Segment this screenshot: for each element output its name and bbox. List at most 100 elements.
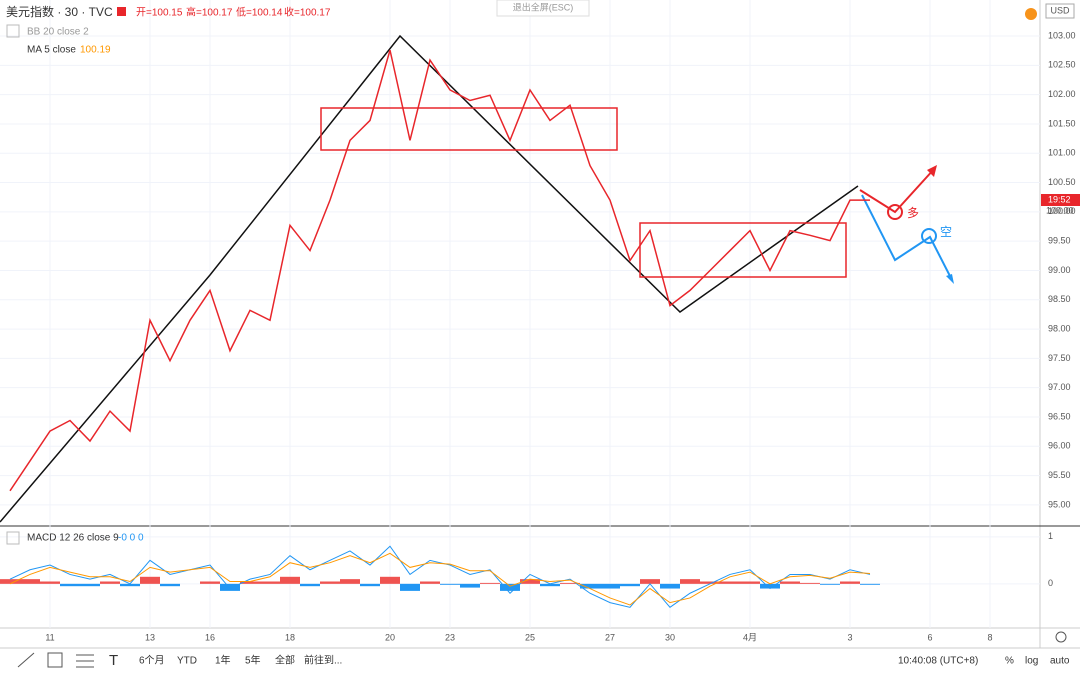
tool[interactable]: T: [109, 652, 118, 669]
log[interactable]: log: [1025, 656, 1038, 667]
symbol: 美元指数 · 30 · TVC: [6, 4, 113, 19]
y-tick-label: 101.00: [1048, 148, 1076, 158]
auto[interactable]: auto: [1050, 656, 1070, 667]
histogram-bar: [360, 583, 380, 587]
macd-title: MACD 12 26 close 9: [27, 533, 119, 544]
histogram-bar: [480, 582, 500, 584]
toggle[interactable]: [6, 531, 20, 545]
currency-box: [1045, 3, 1075, 19]
x-tick-label: 8: [987, 632, 992, 642]
y-tick-label: 98.50: [1048, 294, 1071, 304]
y-tick-label: 95.50: [1048, 470, 1071, 480]
histogram-bar: [580, 583, 600, 589]
indicator: MA 5 close: [27, 45, 76, 56]
macd-values: -0 0 0: [118, 533, 144, 544]
histogram-bar: [0, 579, 20, 584]
y-tick-label: 97.00: [1048, 382, 1071, 392]
currency: USD: [1050, 5, 1070, 15]
histogram-bar: [500, 583, 520, 591]
tool[interactable]: [17, 652, 35, 668]
histogram-bar: [720, 581, 740, 584]
alert-icon: [1025, 8, 1037, 20]
arrow-head: [946, 274, 954, 284]
y-tick-label: 98.00: [1048, 323, 1071, 333]
histogram-bar: [640, 579, 660, 584]
drawings: [0, 34, 954, 523]
x-tick-label: 13: [145, 632, 155, 642]
y-tick-label: 96.00: [1048, 441, 1071, 451]
histogram-bar: [260, 581, 280, 584]
range[interactable]: 1年: [215, 654, 231, 667]
zigzag: [0, 34, 859, 523]
y-tick-label: 99.00: [1048, 265, 1071, 275]
toggle[interactable]: [6, 24, 20, 38]
long-label: 多: [907, 206, 919, 220]
x-tick-label: 25: [525, 632, 535, 642]
exit-button[interactable]: [496, 0, 590, 17]
ohlc: 收=100.17: [284, 6, 331, 19]
histogram-bar: [280, 576, 300, 584]
y-tick-label: 0: [1048, 578, 1053, 588]
box: [320, 107, 618, 151]
histogram-bar: [680, 579, 700, 584]
ohlc: 开=100.15: [136, 8, 183, 19]
histogram-bar: [60, 583, 80, 587]
indicator: BB 20 close 2: [27, 27, 89, 38]
histogram-bar: [160, 583, 180, 587]
price-tag-label: 100.00: [1046, 205, 1074, 215]
x-tick-label: 4月: [743, 632, 757, 642]
histogram-bar: [100, 581, 120, 584]
range[interactable]: 5年: [245, 654, 261, 667]
tool[interactable]: [47, 652, 63, 668]
histogram-bar: [300, 583, 320, 587]
histogram-bar: [840, 581, 860, 584]
y-tick-label: 100.00: [1048, 206, 1076, 216]
histogram-bar: [780, 581, 800, 584]
histogram-bar: [620, 583, 640, 587]
clock: 10:40:08 (UTC+8): [898, 656, 978, 667]
range[interactable]: YTD: [177, 656, 197, 667]
goto[interactable]: 前往到...: [304, 654, 342, 667]
grid: [0, 0, 1040, 628]
histogram-bar: [860, 583, 880, 585]
toolbar-icons: T: [17, 631, 1067, 669]
y-tick-label: 102.00: [1048, 89, 1076, 99]
price-line: [9, 49, 870, 492]
indicator-value: 100.19: [80, 45, 111, 56]
macd-line: [9, 552, 871, 606]
histogram-bar: [440, 583, 460, 585]
price-tag-label: 19:52: [1048, 194, 1071, 204]
histogram-bar: [820, 583, 840, 585]
histogram-bar: [600, 583, 620, 589]
box: [639, 222, 847, 278]
histogram-bar: [420, 581, 440, 584]
histogram-bar: [700, 581, 720, 584]
histogram-bar: [460, 583, 480, 588]
range[interactable]: 6个月: [139, 655, 165, 667]
x-tick-label: 30: [665, 632, 675, 642]
histogram-bar: [540, 583, 560, 587]
histogram-bar: [320, 581, 340, 584]
pct[interactable]: %: [1005, 656, 1014, 667]
y-tick-label: 102.50: [1048, 60, 1076, 70]
y-tick-label: 100.50: [1048, 177, 1076, 187]
settings[interactable]: [1055, 631, 1067, 643]
y-tick-label: 99.50: [1048, 236, 1071, 246]
y-tick-label: 97.50: [1048, 353, 1071, 363]
x-tick-label: 20: [385, 632, 395, 642]
x-tick-label: 18: [285, 632, 295, 642]
short-label: 空: [940, 225, 952, 239]
histogram-bar: [20, 579, 40, 584]
ohlc: 高=100.17: [186, 6, 233, 19]
price-tag: [1041, 194, 1080, 206]
histogram-bar: [240, 581, 260, 584]
toolbar: 6个月 YTD 1年 5年 全部: [139, 654, 295, 667]
range[interactable]: 全部: [275, 654, 295, 667]
histogram-bar: [220, 583, 240, 591]
y-tick-label: 95.00: [1048, 499, 1071, 509]
histogram-bar: [800, 582, 820, 584]
y-tick-label: 103.00: [1048, 30, 1076, 40]
histogram-bar: [400, 583, 420, 591]
